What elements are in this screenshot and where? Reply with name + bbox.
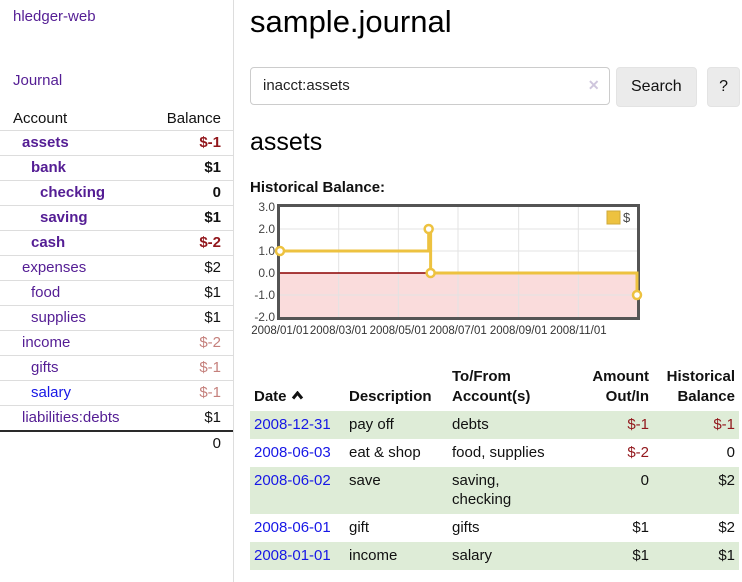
account-row-bank: bank $1 <box>0 156 233 181</box>
account-balance-cash: $-2 <box>199 234 221 251</box>
sort-ascending-icon <box>291 386 304 406</box>
transaction-description: save <box>349 472 381 490</box>
account-row-checking: checking 0 <box>0 181 233 206</box>
transaction-balance: 0 <box>726 444 735 462</box>
transaction-accounts: debts <box>452 416 489 434</box>
account-row-saving: saving $1 <box>0 206 233 231</box>
account-heading: assets <box>250 127 323 156</box>
account-balance-checking: 0 <box>212 184 221 201</box>
accounts-total-value: 0 <box>212 435 221 452</box>
transaction-description: pay off <box>349 416 394 434</box>
transaction-description: gift <box>349 519 370 537</box>
register-header-row: Date Description To/From Account(s) Amou… <box>250 365 739 412</box>
chart-y-axis-labels: 3.0 2.0 1.0 0.0 -1.0 -2.0 <box>254 199 275 324</box>
register-header-date-label: Date <box>254 387 287 405</box>
register-header-description: Description <box>349 387 432 405</box>
help-button[interactable]: ? <box>707 66 740 107</box>
chart-title: Historical Balance: <box>250 178 386 196</box>
transaction-accounts: salary <box>452 547 493 565</box>
transaction-date-link[interactable]: 2008-06-01 <box>254 519 331 537</box>
transaction-balance: $2 <box>718 519 735 537</box>
svg-text:$: $ <box>623 210 631 225</box>
transaction-balance: $-1 <box>713 416 735 434</box>
register-header-tofrom: To/From Account(s) <box>452 367 531 405</box>
account-balance-saving: $1 <box>204 209 221 226</box>
transaction-balance: $2 <box>718 472 735 490</box>
transaction-date-link[interactable]: 2008-06-03 <box>254 444 331 462</box>
account-row-gifts: gifts $-1 <box>0 356 233 381</box>
accounts-header-balance: Balance <box>166 110 221 127</box>
account-row-liabilities-debts: liabilities:debts $1 <box>0 406 233 431</box>
account-link-assets[interactable]: assets <box>22 134 69 151</box>
sidebar: hledger-web Journal Account Balance asse… <box>0 0 234 582</box>
transaction-amount: $-2 <box>627 444 649 462</box>
search-form: ✕ Search ? <box>250 66 740 107</box>
account-link-salary[interactable]: salary <box>31 384 72 401</box>
clear-search-icon[interactable]: ✕ <box>587 76 600 93</box>
account-balance-income: $-2 <box>199 334 221 351</box>
transaction-description: income <box>349 547 398 565</box>
register-row: 2008-06-01 gift gifts $1 $2 <box>250 514 739 542</box>
transaction-accounts: saving, checking <box>452 472 512 509</box>
transaction-date-link[interactable]: 2008-01-01 <box>254 547 331 565</box>
account-row-expenses: expenses $2 <box>0 256 233 281</box>
chart-plot-area: $ <box>274 203 643 320</box>
account-link-income[interactable]: income <box>22 334 71 351</box>
accounts-total-row: 0 <box>0 431 233 456</box>
account-link-saving[interactable]: saving <box>40 209 88 226</box>
register-row: 2008-06-02 save saving, checking 0 $2 <box>250 467 739 515</box>
register-row: 2008-06-03 eat & shop food, supplies $-2… <box>250 439 739 467</box>
sidebar-item-journal[interactable]: Journal <box>13 72 63 89</box>
account-balance-assets: $-1 <box>199 134 221 151</box>
balance-chart-svg: $ <box>274 203 643 320</box>
transaction-description: eat & shop <box>349 444 421 462</box>
accounts-header-row: Account Balance <box>0 108 233 131</box>
account-row-income: income $-2 <box>0 331 233 356</box>
main-panel: sample.journal ✕ Search ? assets Histori… <box>250 0 740 571</box>
account-link-checking[interactable]: checking <box>40 184 106 201</box>
account-link-bank[interactable]: bank <box>31 159 67 176</box>
transaction-date-link[interactable]: 2008-06-02 <box>254 472 331 490</box>
register-header-date[interactable]: Date <box>250 365 345 412</box>
transaction-accounts: food, supplies <box>452 444 545 462</box>
register-table: Date Description To/From Account(s) Amou… <box>250 365 739 571</box>
account-link-food[interactable]: food <box>31 284 61 301</box>
transaction-amount: $1 <box>632 547 649 565</box>
transaction-accounts: gifts <box>452 519 480 537</box>
account-row-cash: cash $-2 <box>0 231 233 256</box>
account-link-cash[interactable]: cash <box>31 234 66 251</box>
account-balance-liabilities-debts: $1 <box>204 409 221 426</box>
register-row: 2008-12-31 pay off debts $-1 $-1 <box>250 411 739 440</box>
account-balance-gifts: $-1 <box>199 359 221 376</box>
account-balance-bank: $1 <box>204 159 221 176</box>
account-row-assets: assets $-1 <box>0 131 233 156</box>
account-row-supplies: supplies $1 <box>0 306 233 331</box>
register-header-amount: Amount Out/In <box>592 367 649 405</box>
account-link-supplies[interactable]: supplies <box>31 309 87 326</box>
account-link-expenses[interactable]: expenses <box>22 259 87 276</box>
account-row-food: food $1 <box>0 281 233 306</box>
transaction-date-link[interactable]: 2008-12-31 <box>254 416 331 434</box>
account-link-liabilities-debts[interactable]: liabilities:debts <box>22 409 120 426</box>
account-balance-salary: $-1 <box>199 384 221 401</box>
account-link-gifts[interactable]: gifts <box>31 359 59 376</box>
page-title: sample.journal <box>250 4 452 39</box>
transaction-amount: $1 <box>632 519 649 537</box>
register-header-balance: Historical Balance <box>666 367 735 405</box>
transaction-balance: $1 <box>718 547 735 565</box>
transaction-amount: 0 <box>640 472 649 490</box>
account-balance-expenses: $2 <box>204 259 221 276</box>
historical-balance-chart: 3.0 2.0 1.0 0.0 -1.0 -2.0 $ 2008/01/01 2008/03… <box>250 199 740 345</box>
chart-x-axis-labels: 2008/01/01 2008/03/01 2008/05/01 2008/07/01… <box>251 324 607 337</box>
brand-link[interactable]: hledger-web <box>13 8 96 25</box>
account-balance-food: $1 <box>204 284 221 301</box>
search-input[interactable] <box>250 66 610 105</box>
transaction-amount: $-1 <box>627 416 649 434</box>
account-row-salary: salary $-1 <box>0 381 233 406</box>
accounts-header-account: Account <box>13 110 68 127</box>
account-balance-supplies: $1 <box>204 309 221 326</box>
accounts-table: Account Balance assets $-1 bank $1 check… <box>0 108 233 456</box>
search-button[interactable]: Search <box>615 66 698 107</box>
register-row: 2008-01-01 income salary $1 $1 <box>250 542 739 571</box>
